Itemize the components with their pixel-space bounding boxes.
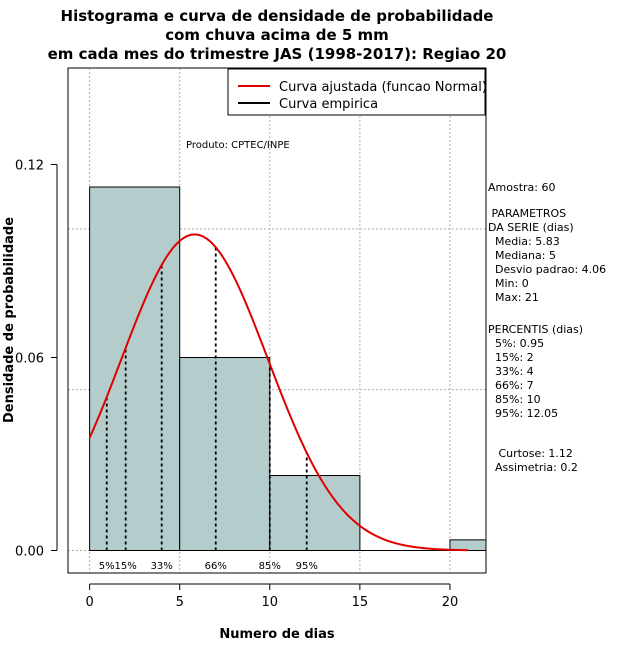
- percentile-lines: 5% 15% 33% 66% 85% 95%: [99, 247, 318, 572]
- stat-percentis-title: PERCENTIS (dias): [488, 323, 584, 336]
- percentile-label-15: 15%: [115, 561, 137, 572]
- stat-min: Min: 0: [488, 277, 529, 290]
- title-line-1: Histograma e curva de densidade de proba…: [61, 7, 494, 25]
- stat-curtose: Curtose: 1.12: [488, 447, 573, 460]
- produto-label: Produto: CPTEC/INPE: [186, 140, 290, 151]
- stat-desvio: Desvio padrao: 4.06: [488, 263, 607, 276]
- axes: 0 5 10 15 20 0.00 0.06 0.12 Numero de dias Densid…: [2, 67, 487, 642]
- stat-amostra: Amostra: 60: [488, 181, 556, 194]
- y-tick-label-0: 0.00: [15, 544, 44, 559]
- stat-p66: 66%: 7: [488, 379, 534, 392]
- stat-parametros-subtitle: DA SERIE (dias): [488, 221, 574, 234]
- title-line-2: com chuva acima de 5 mm: [165, 26, 389, 44]
- x-tick-label-15: 15: [352, 595, 369, 610]
- histogram-bar-2: [179, 356, 271, 551]
- stat-p15: 15%: 2: [488, 351, 534, 364]
- percentile-label-95: 95%: [296, 561, 318, 572]
- legend-entry-1: Curva ajustada (funcao Normal): [279, 80, 487, 95]
- chart-title: Histograma e curva de densidade de proba…: [48, 7, 507, 63]
- y-tick-label-1: 0.06: [15, 351, 44, 366]
- title-line-3: em cada mes do trimestre JAS (1998-2017)…: [48, 45, 507, 63]
- stat-assimetria: Assimetria: 0.2: [488, 461, 578, 474]
- x-tick-label-10: 10: [262, 595, 279, 610]
- percentile-label-5: 5%: [99, 561, 115, 572]
- y-tick-label-2: 0.12: [15, 158, 44, 173]
- stats-panel: Amostra: 60 PARAMETROS DA SERIE (dias) M…: [488, 181, 638, 475]
- stat-mediana: Mediana: 5: [488, 249, 556, 262]
- stat-media: Media: 5.83: [488, 235, 560, 248]
- density-curves: [88, 233, 468, 552]
- plot-frame: [67, 67, 487, 574]
- y-axis-label: Densidade de probabilidade: [2, 217, 17, 423]
- x-axis-label: Numero de dias: [219, 627, 335, 642]
- stat-p95: 95%: 12.05: [488, 407, 559, 420]
- histogram-bar-5: [449, 539, 487, 551]
- percentile-label-66: 66%: [205, 561, 227, 572]
- x-tick-label-20: 20: [442, 595, 459, 610]
- legend: Curva ajustada (funcao Normal) Curva empi…: [227, 68, 487, 116]
- stat-p5: 5%: 0.95: [488, 337, 545, 350]
- stat-p85: 85%: 10: [488, 393, 541, 406]
- histogram-bars: [89, 186, 487, 551]
- legend-box: [227, 68, 486, 116]
- legend-entry-2: Curva empirica: [279, 97, 378, 112]
- normal-curve: [88, 233, 468, 552]
- percentile-label-33: 33%: [151, 561, 173, 572]
- percentile-label-85: 85%: [259, 561, 281, 572]
- stat-p33: 33%: 4: [488, 365, 534, 378]
- x-tick-label-0: 0: [85, 595, 93, 610]
- stat-max: Max: 21: [488, 291, 539, 304]
- stat-parametros-title: PARAMETROS: [488, 207, 567, 220]
- x-tick-label-5: 5: [176, 595, 184, 610]
- histogram-bar-1: [89, 186, 181, 551]
